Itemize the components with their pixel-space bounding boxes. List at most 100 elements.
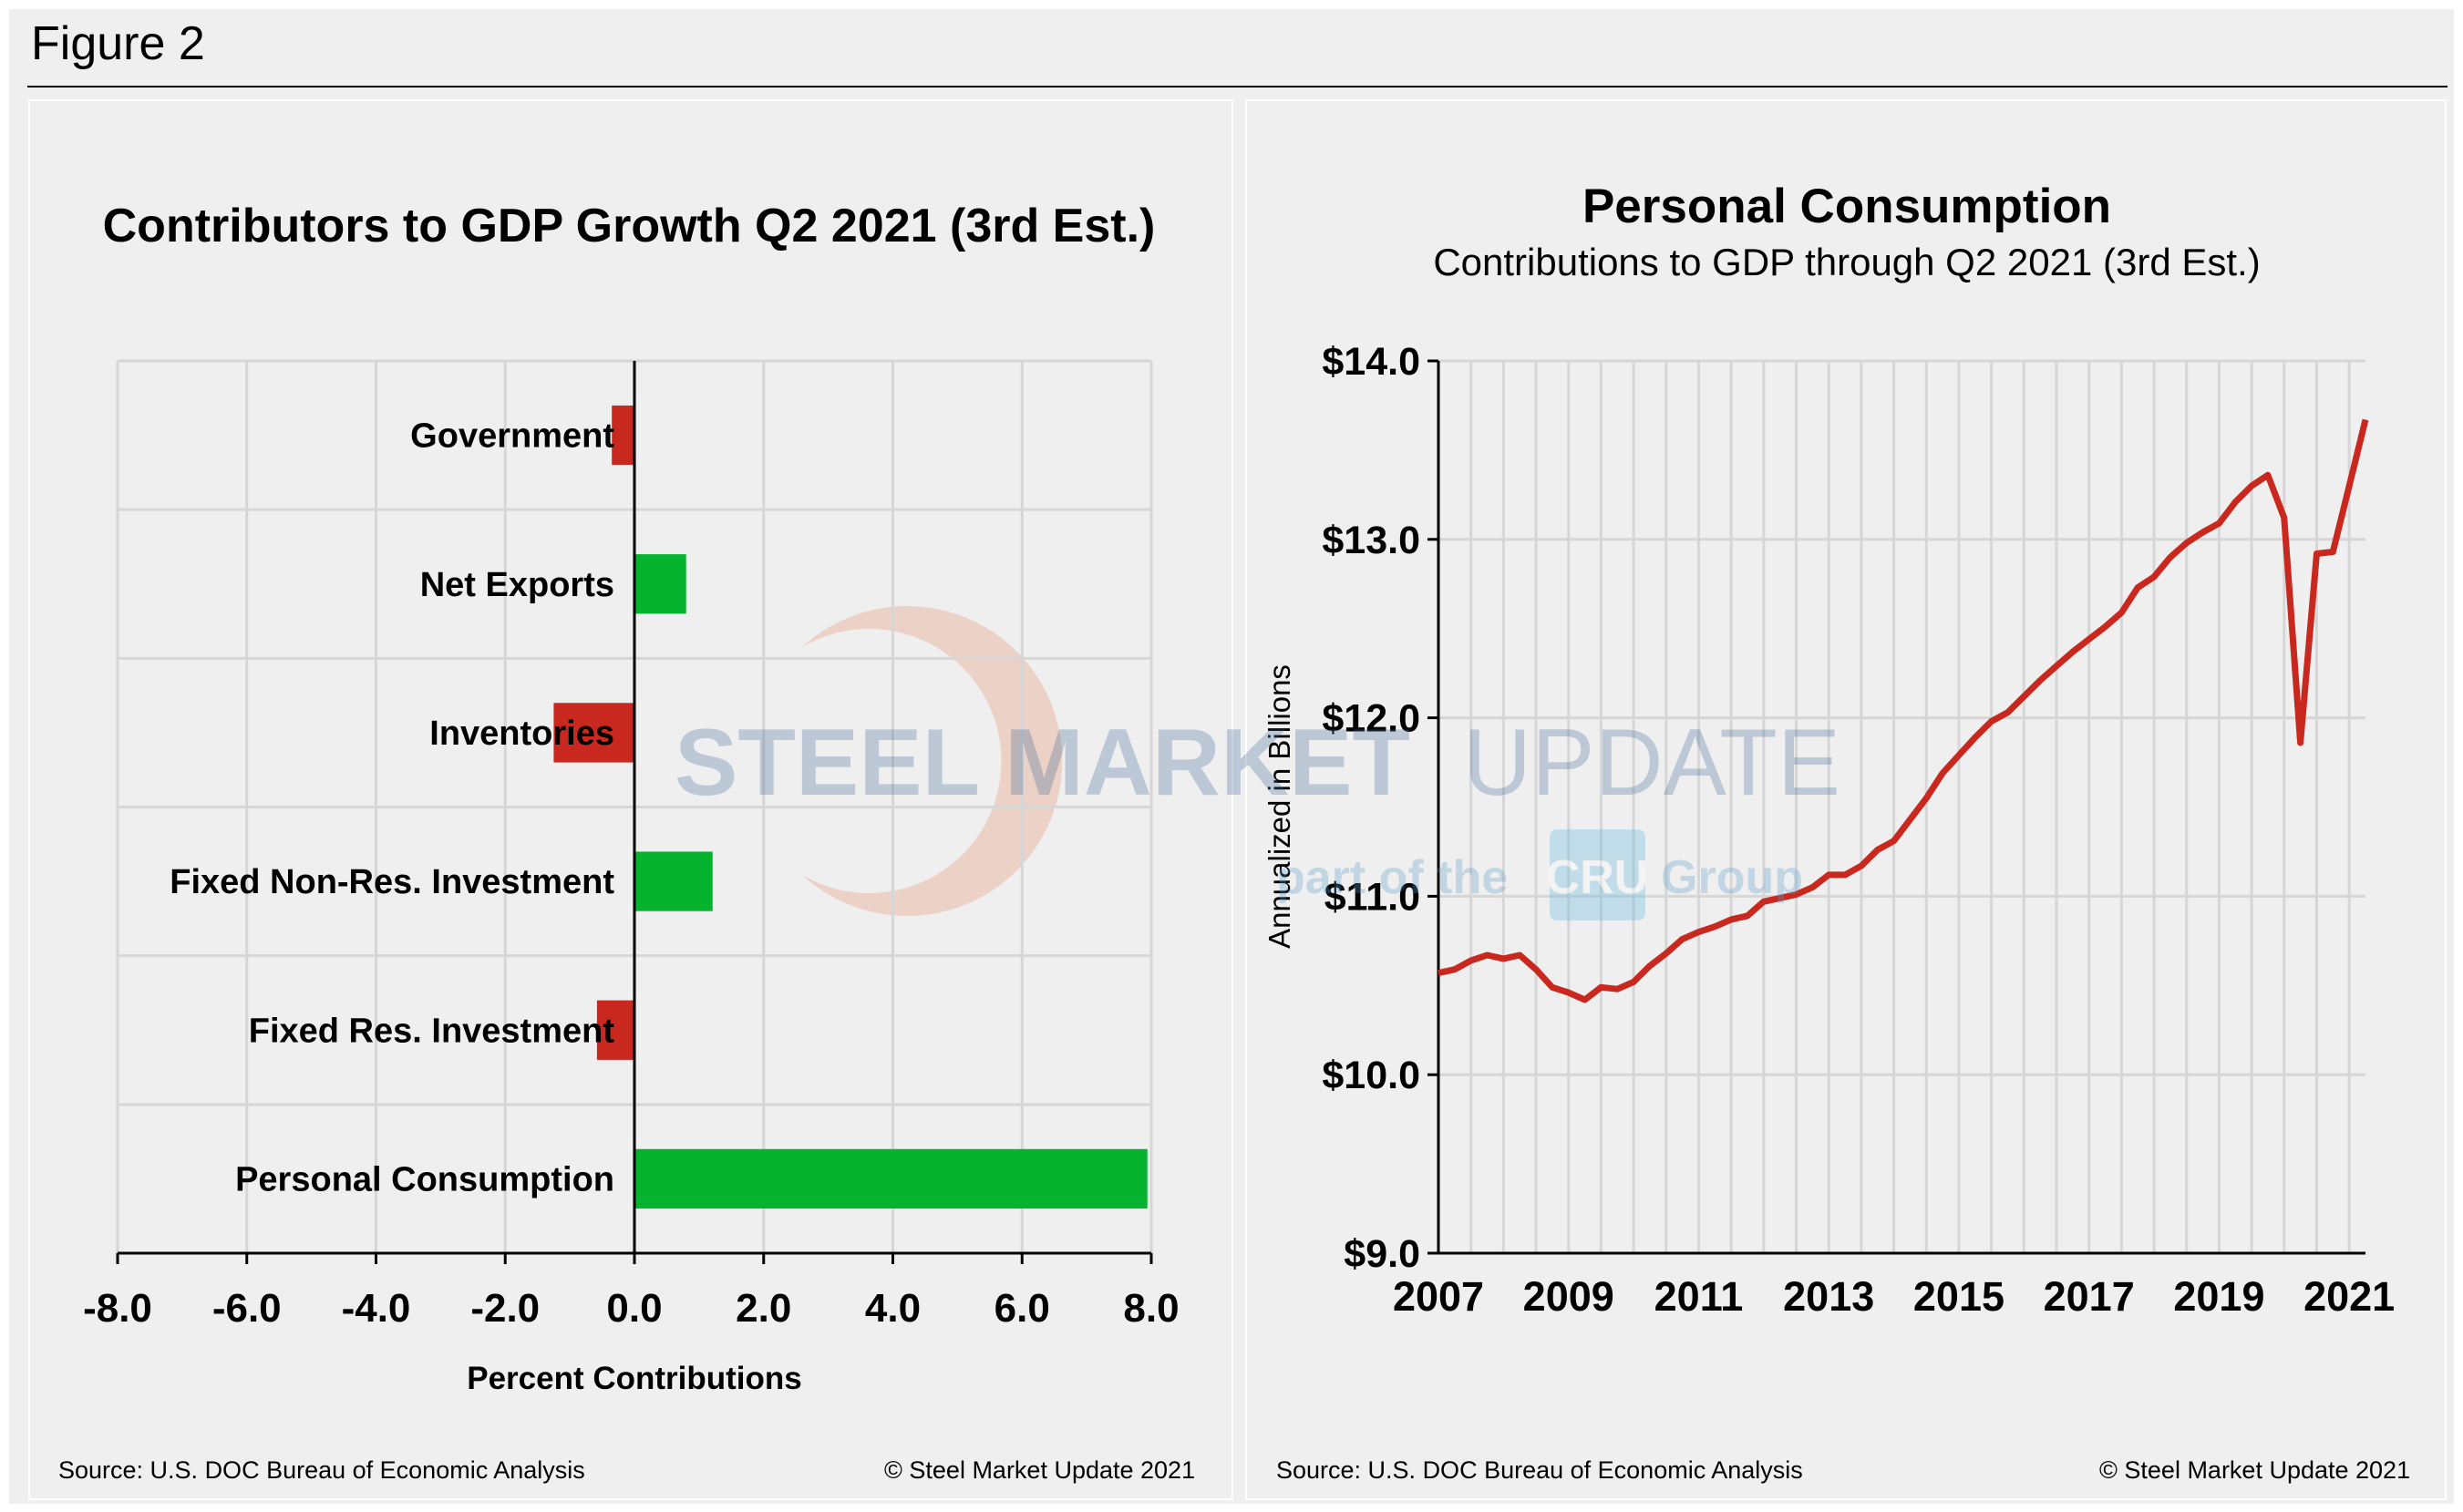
- x-tick-label: 2.0: [736, 1286, 791, 1331]
- data-point: [2105, 626, 2107, 628]
- data-point: [1470, 960, 1472, 962]
- bar-inventories: [553, 703, 634, 763]
- data-point: [1925, 797, 1927, 799]
- data-point: [1763, 900, 1765, 902]
- data-point: [1649, 965, 1651, 967]
- cru-logo-text: CRU: [1546, 851, 1649, 904]
- watermark-text: STEEL MARKET UPDATE part of the CRU Grou…: [675, 710, 1840, 921]
- x-tick-label: -8.0: [83, 1286, 152, 1331]
- data-point: [2332, 551, 2334, 553]
- category-label: Inventories: [429, 715, 614, 753]
- figure-label: Figure 2: [31, 17, 205, 70]
- personal-consumption-line: [1438, 418, 2369, 1003]
- y-tick-label: $9.0: [1344, 1232, 1420, 1276]
- x-tick-label: -6.0: [212, 1286, 282, 1331]
- line-source: Source: U.S. DOC Bureau of Economic Anal…: [1276, 1456, 1803, 1484]
- bar-government: [612, 405, 634, 466]
- bar-source: Source: U.S. DOC Bureau of Economic Anal…: [58, 1456, 585, 1484]
- category-label: Fixed Non-Res. Investment: [170, 863, 614, 901]
- data-point: [2153, 576, 2155, 578]
- data-point: [1796, 893, 1798, 895]
- data-point: [2300, 742, 2302, 744]
- y-tick-label: $10.0: [1322, 1054, 1420, 1097]
- figure-divider: [27, 86, 2448, 87]
- data-point: [2267, 474, 2269, 476]
- data-point: [2006, 712, 2008, 714]
- data-point: [2315, 552, 2317, 554]
- data-point: [1535, 969, 1537, 971]
- data-point: [2169, 556, 2171, 558]
- data-point: [1665, 952, 1667, 954]
- data-point: [1811, 887, 1813, 889]
- y-tick-label: $12.0: [1322, 697, 1420, 741]
- data-point: [1438, 972, 1439, 974]
- data-point: [1747, 915, 1748, 917]
- line-chart-panel: [1245, 99, 2447, 1500]
- data-point: [1844, 874, 1846, 876]
- category-label: Fixed Res. Investment: [249, 1012, 615, 1050]
- data-point: [2072, 651, 2074, 653]
- data-point: [1860, 865, 1862, 867]
- data-point: [2186, 542, 2188, 544]
- y-axis-label: Annualized in Billions: [1262, 664, 1296, 949]
- x-tick-label: 2017: [2044, 1273, 2135, 1320]
- data-point: [1893, 840, 1895, 842]
- data-point: [1697, 931, 1699, 933]
- data-point: [1779, 897, 1781, 899]
- watermark-group: Group: [1661, 851, 1803, 904]
- data-point: [1730, 919, 1732, 921]
- data-point: [2283, 517, 2285, 519]
- x-tick-label: 2019: [2173, 1273, 2264, 1320]
- bar-fixed-non-res-investment: [634, 851, 713, 911]
- bar-net-exports: [634, 554, 686, 614]
- data-point: [1877, 849, 1879, 850]
- data-point: [2234, 501, 2236, 503]
- data-point: [1958, 755, 1960, 756]
- watermark-part-of-the: part of the: [1276, 851, 1508, 904]
- x-tick-label: 4.0: [865, 1286, 921, 1331]
- line-copyright: © Steel Market Update 2021: [2099, 1456, 2411, 1484]
- data-point: [2218, 522, 2220, 524]
- data-point: [2120, 612, 2122, 613]
- x-tick-label: 2009: [1523, 1273, 1614, 1320]
- y-tick-label: $14.0: [1322, 340, 1420, 384]
- x-axis-label: Percent Contributions: [467, 1361, 802, 1396]
- data-point: [1600, 986, 1602, 988]
- data-point: [2348, 485, 2350, 487]
- watermark-steel-market: STEEL MARKET: [675, 710, 1410, 816]
- x-tick-label: 0.0: [606, 1286, 662, 1331]
- bar-personal-consumption: [634, 1148, 1148, 1209]
- data-point: [1502, 958, 1504, 960]
- data-point: [2202, 531, 2204, 533]
- data-point: [1454, 969, 1456, 971]
- data-point: [2023, 695, 2025, 697]
- data-point: [2088, 638, 2090, 640]
- watermark: [802, 606, 1063, 916]
- line-chart-subtitle: Contributions to GDP through Q2 2021 (3r…: [1433, 241, 2260, 283]
- y-tick-label: $11.0: [1324, 875, 1420, 919]
- data-point: [2056, 665, 2057, 667]
- data-point: [1551, 986, 1553, 988]
- data-point: [1487, 954, 1489, 956]
- data-point: [1991, 721, 1993, 723]
- data-point: [1584, 999, 1586, 1001]
- bar-chart-panel: [28, 99, 1233, 1500]
- data-point: [2365, 419, 2366, 421]
- x-tick-label: 2011: [1654, 1273, 1744, 1320]
- cru-logo-box: [1550, 829, 1645, 921]
- category-label: Government: [410, 417, 614, 456]
- watermark-arc: [802, 606, 1063, 916]
- bar-fixed-res-investment: [596, 1000, 634, 1060]
- bar-chart-title: Contributors to GDP Growth Q2 2021 (3rd …: [103, 200, 1156, 252]
- x-tick-label: 2015: [1913, 1273, 2004, 1320]
- data-point: [1714, 926, 1716, 928]
- y-tick-label: $13.0: [1322, 519, 1420, 562]
- data-point: [1909, 818, 1911, 820]
- data-point: [2039, 679, 2041, 681]
- data-point: [1682, 938, 1684, 940]
- bar-copyright: © Steel Market Update 2021: [884, 1456, 1196, 1484]
- x-tick-label: -2.0: [470, 1286, 540, 1331]
- x-tick-label: 8.0: [1123, 1286, 1179, 1331]
- data-point: [1616, 988, 1618, 990]
